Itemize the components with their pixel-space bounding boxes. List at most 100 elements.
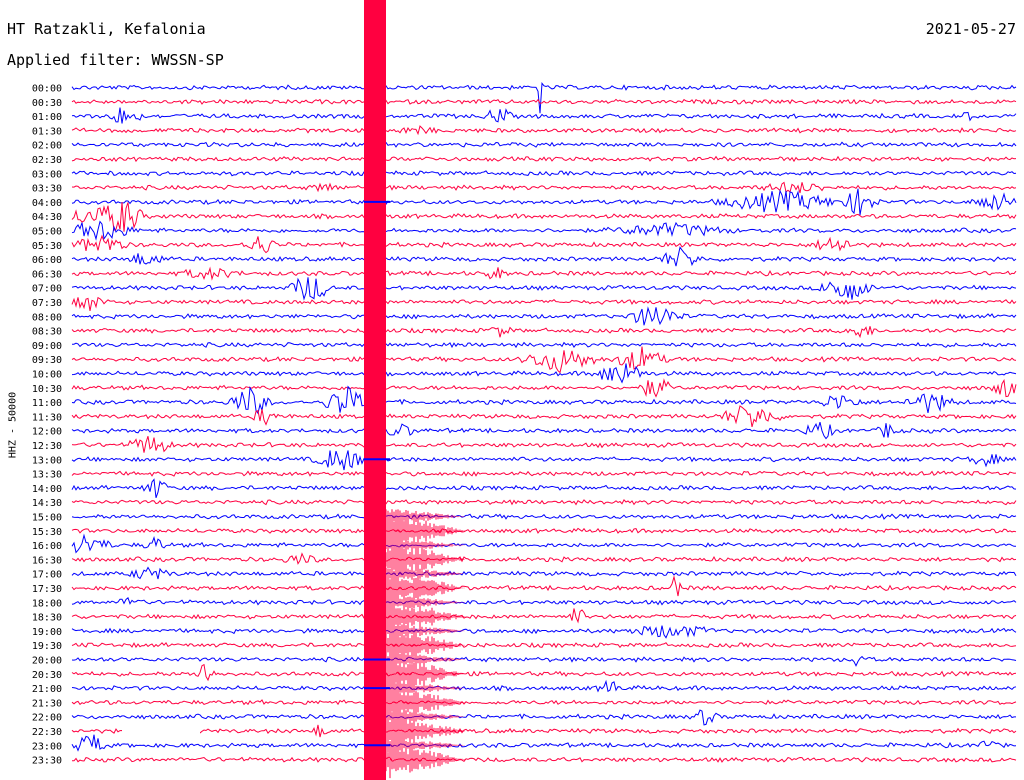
row-label: 08:30 xyxy=(32,327,62,338)
trace-row-15 xyxy=(71,296,1017,311)
row-label: 15:30 xyxy=(32,527,62,538)
trace-row-30 xyxy=(71,513,1017,520)
trace-row-0 xyxy=(71,81,1017,114)
date-label: 2021-05-27 xyxy=(925,20,1016,38)
trace-row-29 xyxy=(71,499,1017,506)
station-title: HT Ratzakli, Kefalonia xyxy=(7,20,206,38)
row-label: 16:00 xyxy=(32,541,62,552)
trace-row-14 xyxy=(71,277,1017,301)
trace-row-46 xyxy=(71,734,1017,752)
row-label: 03:30 xyxy=(32,184,62,195)
row-label: 12:30 xyxy=(32,441,62,452)
trace-group xyxy=(71,81,1017,763)
row-label: 23:30 xyxy=(32,756,62,767)
row-label: 01:30 xyxy=(32,126,62,137)
trace-row-6 xyxy=(71,170,1017,177)
row-label: 10:00 xyxy=(32,370,62,381)
row-label: 13:00 xyxy=(32,455,62,466)
trace-row-10 xyxy=(71,220,1017,241)
trace-row-3 xyxy=(71,125,1017,136)
row-label: 04:30 xyxy=(32,212,62,223)
row-label: 10:30 xyxy=(32,384,62,395)
trace-row-23 xyxy=(71,405,1017,428)
trace-row-28 xyxy=(71,478,1017,498)
row-label: 11:30 xyxy=(32,412,62,423)
trace-row-16 xyxy=(71,306,1017,326)
row-label: 23:00 xyxy=(32,741,62,752)
row-label: 08:00 xyxy=(32,312,62,323)
trace-row-34 xyxy=(71,566,1017,580)
row-label: 19:30 xyxy=(32,641,62,652)
row-label: 18:30 xyxy=(32,613,62,624)
row-label: 19:00 xyxy=(32,627,62,638)
trace-row-33 xyxy=(71,552,1017,565)
trace-row-19 xyxy=(71,346,1017,374)
trace-row-4 xyxy=(71,141,1017,148)
trace-row-43 xyxy=(71,699,1017,706)
trace-row-1 xyxy=(71,98,1017,105)
row-label: 17:00 xyxy=(32,570,62,581)
trace-row-39 xyxy=(71,642,1017,649)
trace-row-40 xyxy=(71,655,1017,667)
row-label: 04:00 xyxy=(32,198,62,209)
trace-row-9 xyxy=(71,202,1017,232)
row-label: 09:30 xyxy=(32,355,62,366)
row-label: 06:00 xyxy=(32,255,62,266)
row-label: 11:00 xyxy=(32,398,62,409)
row-label: 01:00 xyxy=(32,112,62,123)
trace-row-27 xyxy=(71,470,1017,477)
row-label: 07:00 xyxy=(32,284,62,295)
row-label: 09:00 xyxy=(32,341,62,352)
row-label: 03:00 xyxy=(32,169,62,180)
trace-row-12 xyxy=(71,246,1017,267)
row-label: 21:00 xyxy=(32,684,62,695)
row-label: 17:30 xyxy=(32,584,62,595)
row-label: 13:30 xyxy=(32,470,62,481)
trace-row-45 xyxy=(71,724,1017,738)
row-label: 02:30 xyxy=(32,155,62,166)
filter-label: Applied filter: WWSSN-SP xyxy=(7,51,224,69)
trace-row-7 xyxy=(71,181,1017,194)
trace-row-5 xyxy=(71,155,1017,163)
row-label: 18:00 xyxy=(32,598,62,609)
row-label-group: 00:00 00:30 01:00 01:30 02:00 02:30 03:00 03:30… xyxy=(32,84,62,767)
row-label: 16:30 xyxy=(32,555,62,566)
row-label: 20:00 xyxy=(32,656,62,667)
trace-row-22 xyxy=(71,385,1017,415)
row-label: 14:00 xyxy=(32,484,62,495)
trace-row-25 xyxy=(71,436,1017,453)
row-label: 14:30 xyxy=(32,498,62,509)
row-label: 21:30 xyxy=(32,698,62,709)
row-label: 02:00 xyxy=(32,141,62,152)
trace-row-42 xyxy=(71,679,1017,693)
trace-row-21 xyxy=(71,378,1017,398)
row-label: 06:30 xyxy=(32,269,62,280)
trace-row-20 xyxy=(71,363,1017,384)
trace-row-47 xyxy=(71,756,1017,763)
row-label: 22:30 xyxy=(32,727,62,738)
trace-row-44 xyxy=(71,709,1016,726)
row-label: 07:30 xyxy=(32,298,62,309)
trace-row-41 xyxy=(71,663,1017,682)
trace-row-31 xyxy=(71,527,1017,535)
trace-row-37 xyxy=(71,608,1017,624)
row-label: 15:00 xyxy=(32,513,62,524)
row-label: 20:30 xyxy=(32,670,62,681)
trace-row-17 xyxy=(71,326,1017,339)
row-label: 00:00 xyxy=(32,84,62,95)
major-event-group xyxy=(364,0,465,780)
trace-row-18 xyxy=(71,341,1017,349)
trace-row-11 xyxy=(71,234,1017,254)
trace-row-26 xyxy=(71,450,1017,471)
row-label: 12:00 xyxy=(32,427,62,438)
row-label: 00:30 xyxy=(32,98,62,109)
major-event-band xyxy=(364,0,386,780)
trace-row-2 xyxy=(71,107,1017,124)
trace-row-35 xyxy=(71,575,1017,597)
trace-row-36 xyxy=(71,596,1017,606)
trace-row-13 xyxy=(71,266,1017,281)
row-label: 05:00 xyxy=(32,227,62,238)
data-gap xyxy=(122,724,200,738)
trace-row-8 xyxy=(71,188,1017,216)
